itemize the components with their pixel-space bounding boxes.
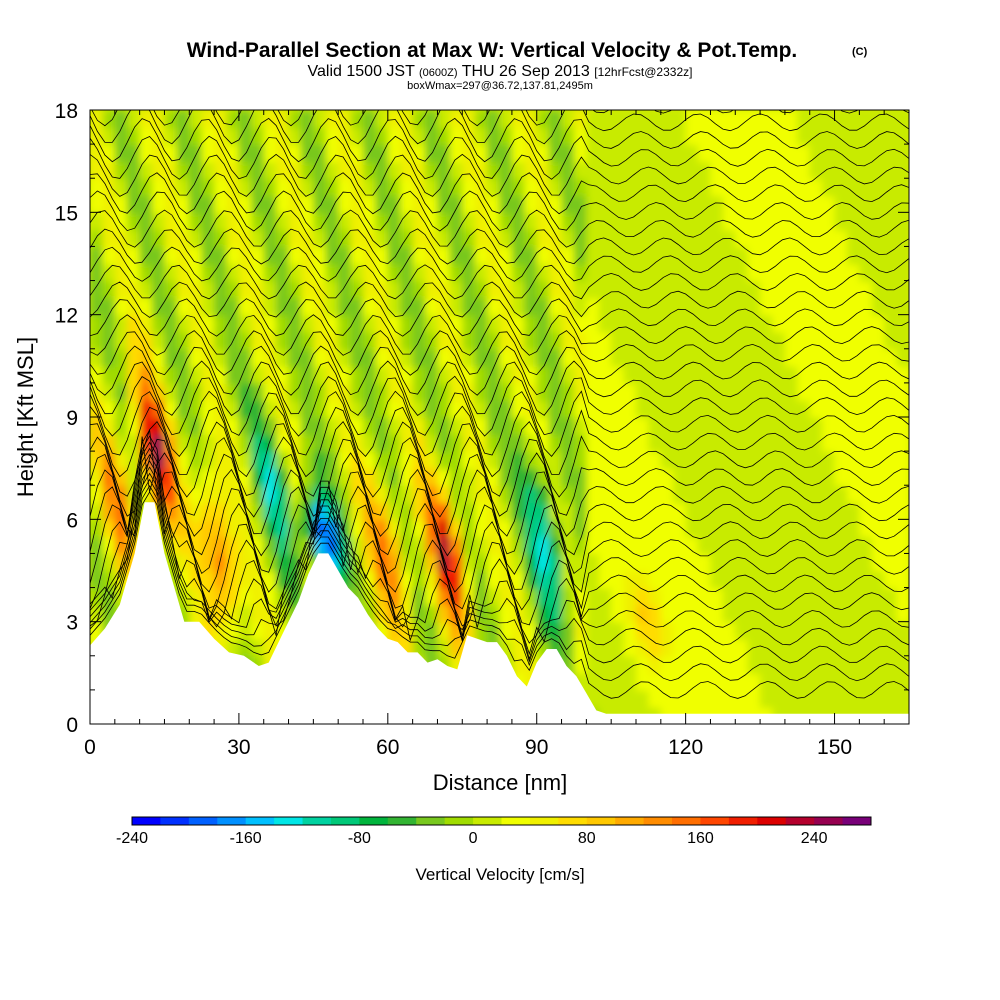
colorbar-tick-label: -160 bbox=[230, 830, 262, 847]
theta-contour bbox=[90, 246, 909, 282]
chart-title-mark: (C) bbox=[852, 46, 868, 58]
colorbar-swatch bbox=[217, 817, 247, 825]
theta-contour bbox=[90, 478, 909, 664]
y-tick-label: 3 bbox=[66, 612, 78, 635]
theta-contour bbox=[90, 135, 909, 180]
theta-contour bbox=[90, 281, 909, 318]
theta-contour bbox=[90, 454, 909, 628]
colorbar-swatch bbox=[302, 817, 332, 825]
colorbar-swatch bbox=[132, 817, 161, 825]
theta-contour bbox=[90, 228, 909, 265]
colorbar-tick-label: 0 bbox=[469, 830, 478, 847]
theta-contour bbox=[90, 428, 909, 557]
vertical-velocity-field bbox=[90, 110, 909, 724]
theta-contour bbox=[90, 117, 909, 163]
colorbar-swatch bbox=[330, 817, 360, 825]
chart-box-info: boxWmax=297@36.72,137.81,2495m bbox=[407, 80, 593, 92]
theta-contour bbox=[90, 436, 909, 518]
theta-contour bbox=[90, 314, 909, 356]
theta-contour bbox=[90, 485, 909, 682]
colorbar-swatch bbox=[274, 817, 304, 825]
colorbar-swatch bbox=[444, 817, 474, 825]
y-tick-label: 12 bbox=[55, 305, 78, 328]
colorbar-swatch bbox=[558, 817, 588, 825]
theta-contour bbox=[90, 209, 909, 248]
colorbar-swatch bbox=[700, 817, 730, 825]
x-tick-label: 60 bbox=[376, 736, 399, 759]
x-tick-label: 120 bbox=[668, 736, 703, 759]
theta-contour bbox=[90, 345, 909, 396]
colorbar-swatch bbox=[473, 817, 502, 825]
y-tick-label: 18 bbox=[55, 100, 78, 123]
colorbar-swatch bbox=[643, 817, 673, 825]
colorbar-tick-label: -80 bbox=[348, 830, 371, 847]
subtitle-date: THU 26 Sep 2013 bbox=[462, 63, 590, 80]
chart-title: Wind-Parallel Section at Max W: Vertical… bbox=[187, 39, 798, 62]
terrain bbox=[90, 502, 909, 724]
theta-contour bbox=[90, 436, 909, 537]
colorbar-swatch bbox=[529, 817, 559, 825]
x-axis-label: Distance [nm] bbox=[433, 770, 568, 795]
colorbar-swatch bbox=[160, 817, 190, 825]
y-tick-label: 15 bbox=[55, 202, 78, 225]
colorbar-swatch bbox=[785, 817, 815, 825]
theta-contour bbox=[90, 264, 909, 300]
y-tick-label: 0 bbox=[66, 714, 78, 737]
y-tick-label: 9 bbox=[66, 407, 78, 430]
colorbar-tick-label: 160 bbox=[687, 830, 714, 847]
y-axis-label: Height [Kft MSL] bbox=[13, 337, 38, 497]
colorbar-swatch bbox=[359, 817, 389, 825]
theta-contour bbox=[90, 172, 909, 215]
theta-contour bbox=[91, 110, 909, 127]
chart-subtitle: Valid 1500 JST (0600Z) THU 26 Sep 2013 [… bbox=[308, 63, 693, 80]
y-axis-ticks: 0 3 6 9 12 15 18 bbox=[55, 100, 909, 737]
theta-contour bbox=[90, 491, 909, 699]
theta-contour bbox=[90, 460, 909, 644]
subtitle-valid: Valid 1500 JST bbox=[308, 63, 416, 80]
theta-contour bbox=[90, 153, 909, 197]
theta-contour bbox=[90, 298, 909, 337]
colorbar-tick-label: 80 bbox=[578, 830, 596, 847]
colorbar-tick-label: -240 bbox=[116, 830, 148, 847]
colorbar-ticks: -240 -160 -80 0 80 160 240 bbox=[116, 830, 828, 847]
colorbar bbox=[131, 816, 872, 826]
colorbar-swatch bbox=[615, 817, 645, 825]
theta-contour bbox=[90, 375, 909, 437]
colorbar-frame bbox=[131, 816, 872, 826]
theta-contour bbox=[90, 360, 909, 416]
subtitle-utc: (0600Z) bbox=[419, 67, 458, 79]
colorbar-swatch bbox=[842, 817, 872, 825]
colorbar-swatch bbox=[757, 817, 787, 825]
colorbar-swatch bbox=[245, 817, 275, 825]
x-tick-label: 0 bbox=[84, 736, 96, 759]
theta-contour bbox=[90, 466, 909, 656]
colorbar-swatch bbox=[188, 817, 218, 825]
colorbar-swatch bbox=[728, 817, 758, 825]
colorbar-tick-label: 240 bbox=[801, 830, 828, 847]
y-tick-label: 6 bbox=[66, 509, 78, 532]
colorbar-swatch bbox=[387, 817, 417, 825]
theta-contour bbox=[90, 390, 909, 458]
x-axis-ticks: 0 30 60 90 120 150 bbox=[84, 110, 910, 759]
colorbar-swatch bbox=[586, 817, 616, 825]
subtitle-forecast: [12hrFcst@2332z] bbox=[594, 65, 692, 79]
theta-contour bbox=[90, 472, 909, 661]
colorbar-swatch bbox=[814, 817, 844, 825]
colorbar-label: Vertical Velocity [cm/s] bbox=[415, 865, 584, 884]
theta-contour bbox=[90, 421, 909, 498]
theta-contour bbox=[90, 190, 909, 232]
theta-contour bbox=[90, 110, 909, 145]
x-tick-label: 30 bbox=[227, 736, 250, 759]
potential-temperature-contours bbox=[90, 110, 909, 699]
colorbar-swatch bbox=[416, 817, 446, 825]
colorbar-swatch bbox=[672, 817, 701, 825]
x-tick-label: 150 bbox=[817, 736, 852, 759]
theta-contour bbox=[90, 330, 909, 376]
theta-contour bbox=[90, 405, 909, 478]
colorbar-swatch bbox=[501, 817, 531, 825]
x-tick-label: 90 bbox=[525, 736, 548, 759]
